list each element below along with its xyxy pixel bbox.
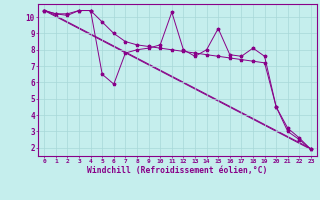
X-axis label: Windchill (Refroidissement éolien,°C): Windchill (Refroidissement éolien,°C) [87,166,268,175]
